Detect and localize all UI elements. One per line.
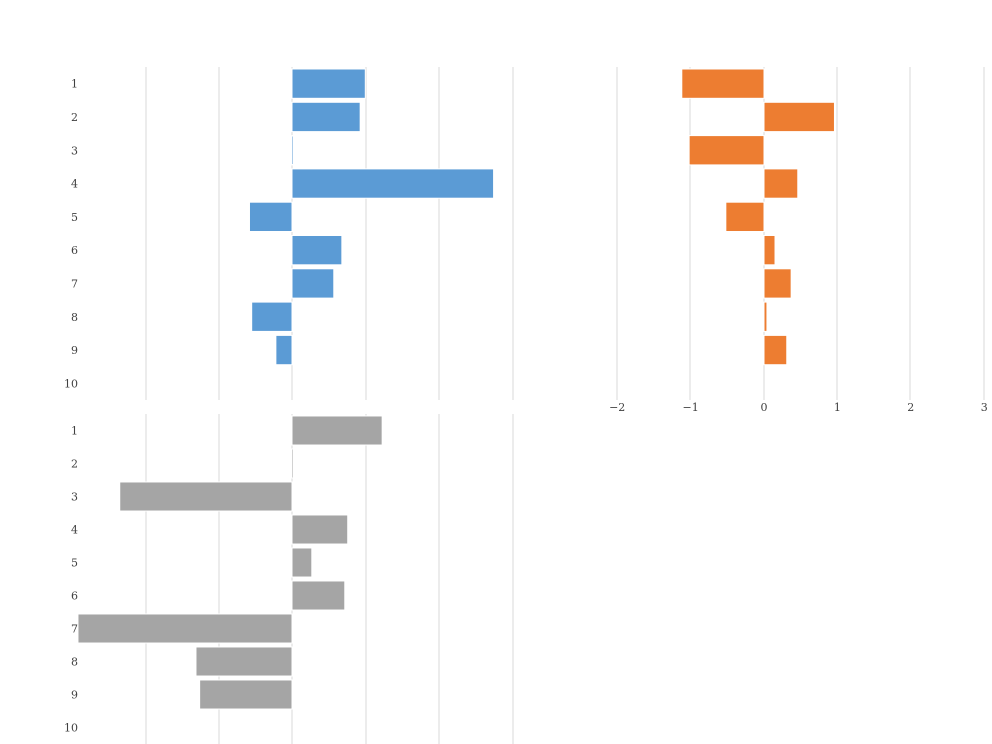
bar <box>763 268 792 299</box>
bar <box>77 613 293 644</box>
bar <box>251 301 293 332</box>
bar <box>291 101 361 133</box>
x-tick-label: 1 <box>834 401 841 414</box>
category-label: 7 <box>71 623 78 636</box>
category-label: 5 <box>71 557 78 570</box>
bar <box>763 234 776 266</box>
category-label: 10 <box>64 377 78 390</box>
category-label: 3 <box>71 491 78 504</box>
bar <box>763 334 788 366</box>
bar <box>688 135 765 166</box>
category-label: 6 <box>71 244 78 257</box>
bar <box>291 168 495 199</box>
bar <box>199 679 293 710</box>
panel-bottom-left: 1 2 3 4 5 6 7 8 9 10 <box>64 414 514 744</box>
bar <box>763 101 835 133</box>
category-label: 4 <box>71 178 78 191</box>
category-label: 3 <box>71 144 78 157</box>
bar <box>291 547 313 578</box>
bar <box>275 334 293 366</box>
bar <box>291 514 349 545</box>
category-label: 2 <box>71 458 78 471</box>
category-label: 9 <box>71 344 78 357</box>
bar <box>725 201 765 233</box>
category-label: 2 <box>71 111 78 124</box>
category-label: 8 <box>71 311 78 324</box>
bar <box>291 68 366 99</box>
panel-top-left: 1 2 3 4 5 6 7 8 9 10 <box>64 67 514 400</box>
bar <box>195 646 293 677</box>
bar <box>291 415 383 446</box>
panel-top-right: −2 −1 0 1 2 3 <box>609 67 988 414</box>
category-label: 10 <box>64 722 78 735</box>
x-tick-label: 3 <box>981 401 988 414</box>
category-label: 1 <box>71 425 78 438</box>
bar <box>291 268 335 299</box>
x-tick-label: −2 <box>609 401 625 414</box>
bar <box>763 301 768 332</box>
category-label: 1 <box>71 78 78 91</box>
category-label: 9 <box>71 689 78 702</box>
bar <box>681 68 765 99</box>
bar <box>291 580 346 611</box>
bar <box>248 201 293 233</box>
x-tick-label: −1 <box>682 401 698 414</box>
category-label: 7 <box>71 277 78 290</box>
category-label: 6 <box>71 590 78 603</box>
bar <box>291 135 294 166</box>
category-label: 4 <box>71 524 78 537</box>
bar <box>763 168 799 199</box>
category-label: 5 <box>71 211 78 224</box>
bar <box>119 481 293 512</box>
bar <box>291 234 343 266</box>
x-tick-label: 0 <box>761 401 768 414</box>
category-label: 8 <box>71 656 78 669</box>
bar <box>291 448 294 479</box>
x-tick-label: 2 <box>907 401 914 414</box>
